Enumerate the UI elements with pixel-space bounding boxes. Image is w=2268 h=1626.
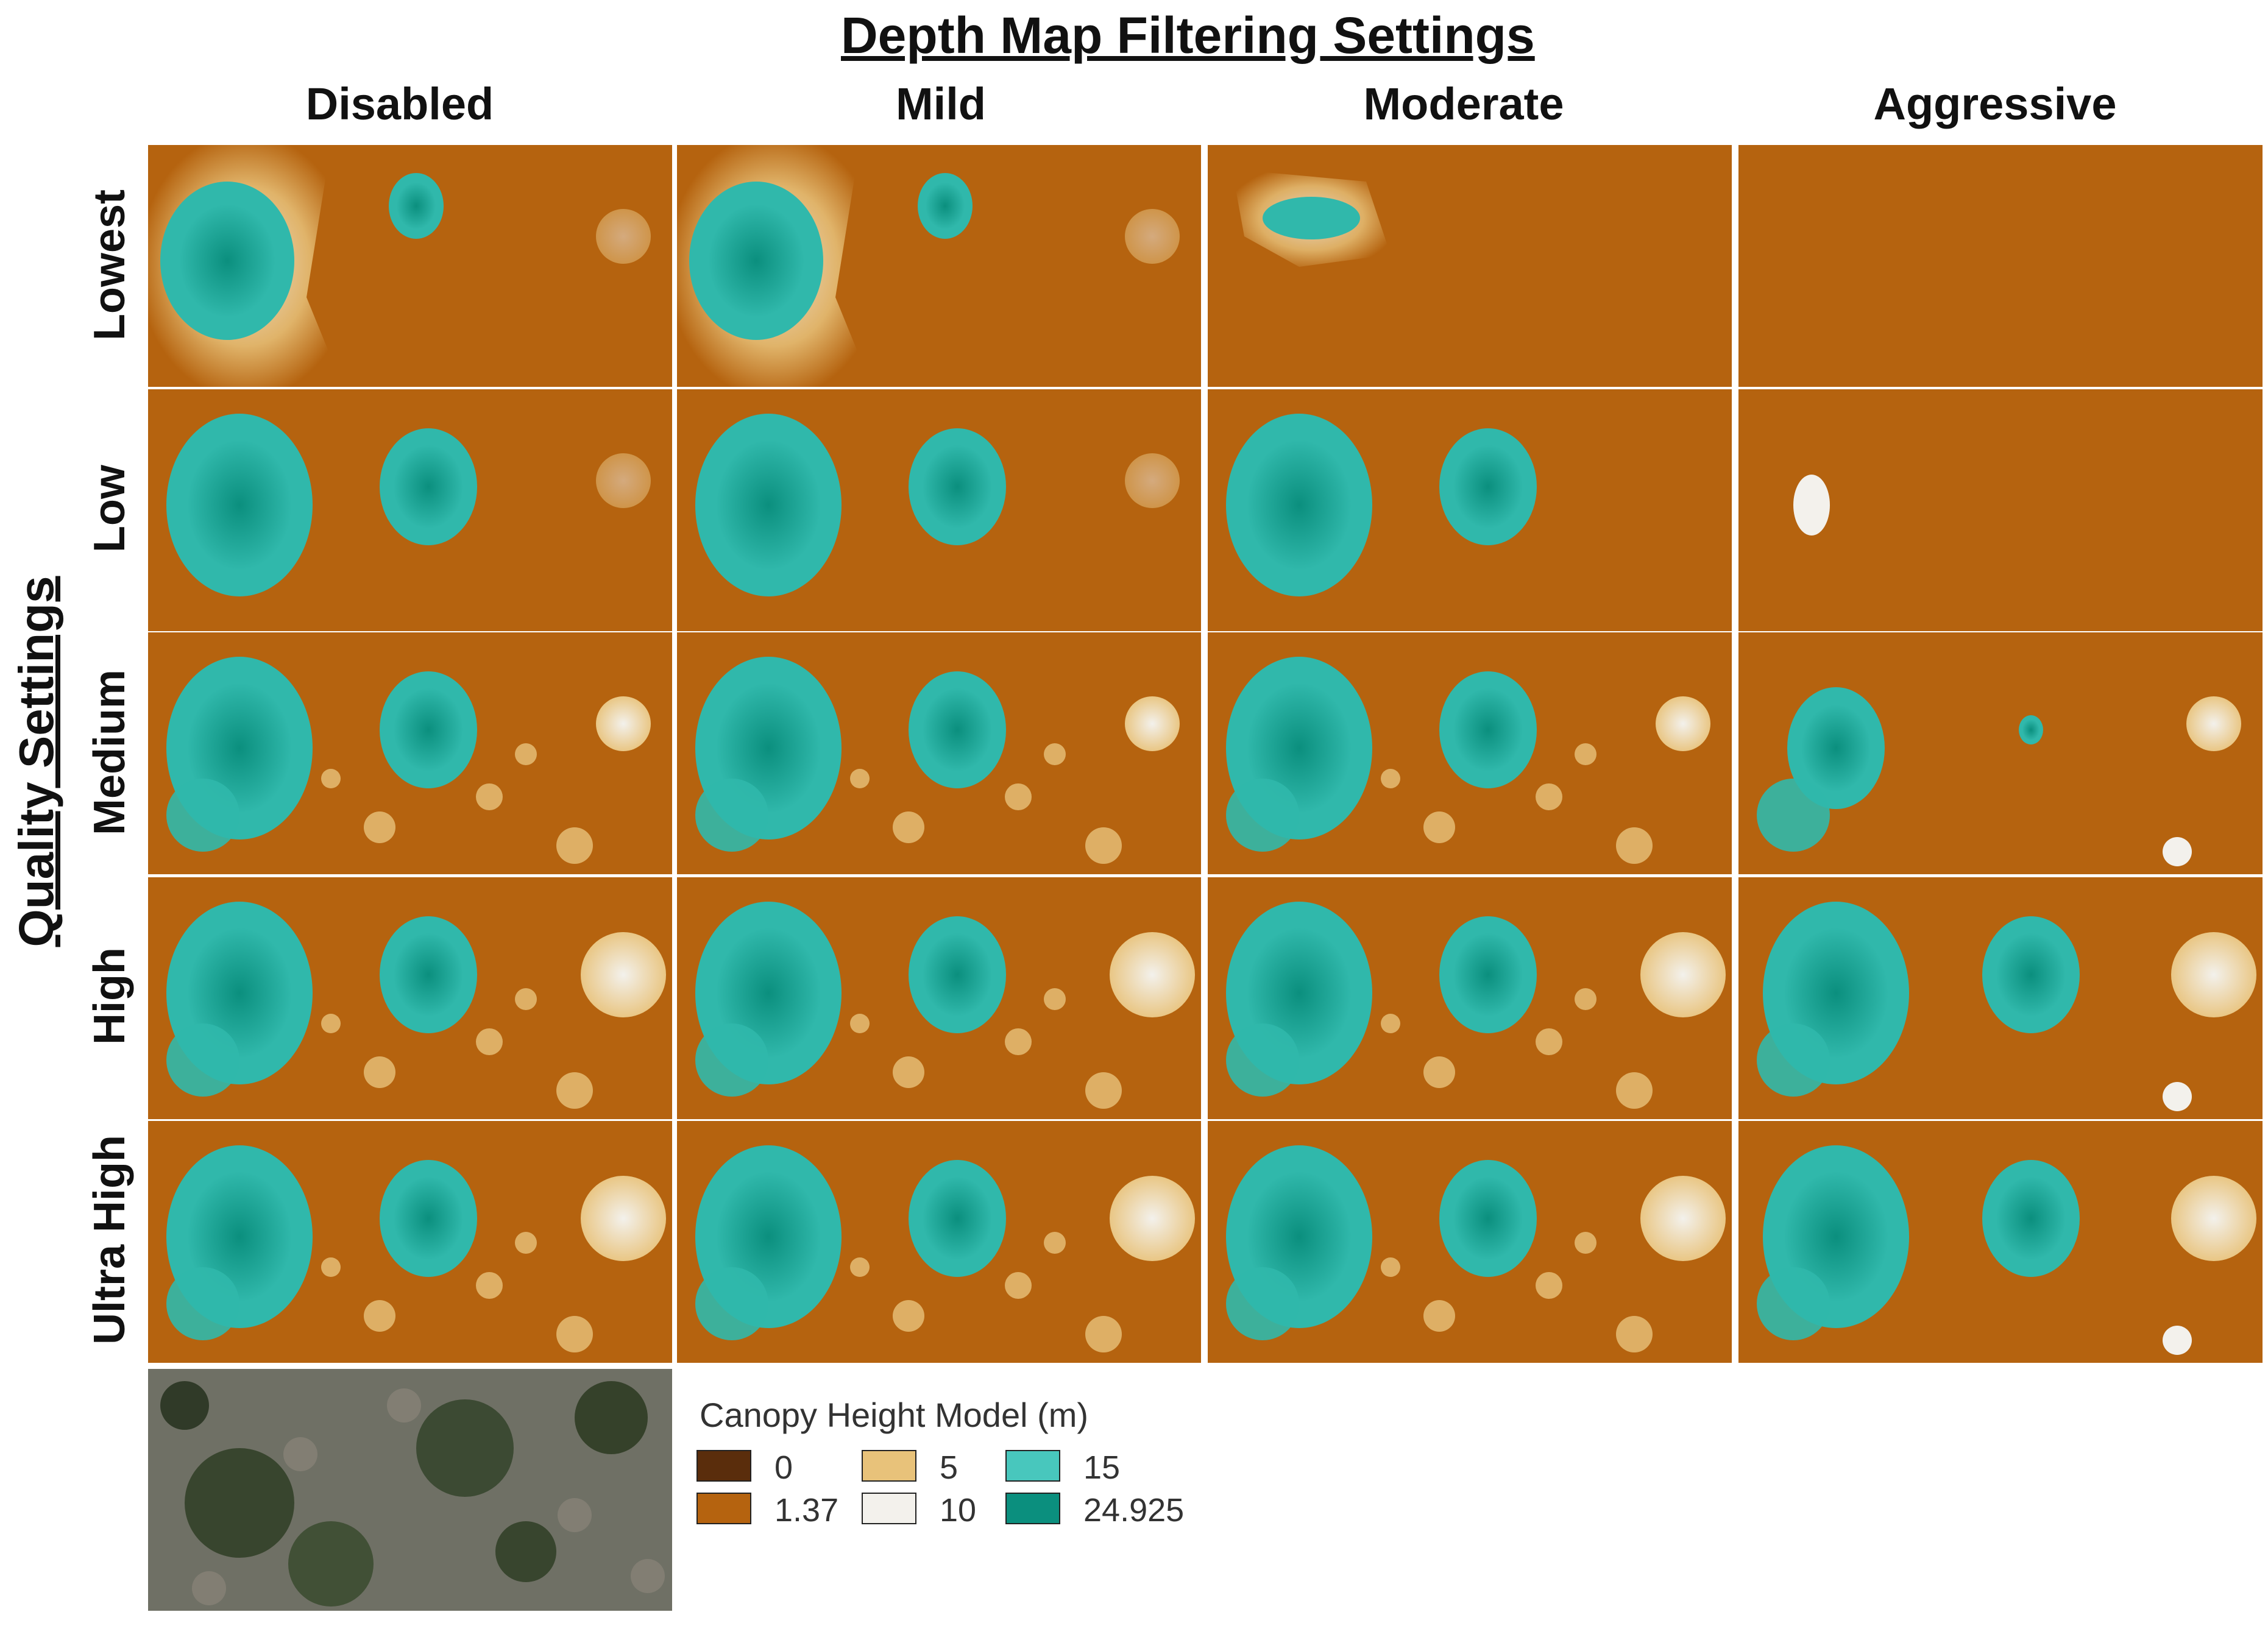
column-header-disabled: Disabled bbox=[305, 79, 494, 129]
panel-high-aggressive bbox=[1738, 877, 2263, 1119]
panel-lowest-disabled bbox=[148, 145, 672, 387]
legend-value-0: 0 bbox=[774, 1449, 793, 1486]
panel-high-moderate bbox=[1208, 877, 1732, 1119]
panel-ultra-high-disabled bbox=[148, 1121, 672, 1363]
legend-swatch-2 bbox=[862, 1450, 916, 1482]
legend-swatch-1 bbox=[696, 1493, 751, 1524]
legend-value-2: 5 bbox=[940, 1449, 959, 1486]
panel-low-aggressive bbox=[1738, 389, 2263, 631]
legend-swatch-5 bbox=[1005, 1493, 1060, 1524]
panel-ultra-high-mild bbox=[677, 1121, 1201, 1363]
panel-lowest-moderate bbox=[1208, 145, 1732, 387]
panel-lowest-mild bbox=[677, 145, 1201, 387]
column-header-mild: Mild bbox=[896, 79, 986, 129]
panel-medium-mild bbox=[677, 632, 1201, 874]
column-header-moderate: Moderate bbox=[1363, 79, 1564, 129]
panel-low-moderate bbox=[1208, 389, 1732, 631]
panel-medium-aggressive bbox=[1738, 632, 2263, 874]
panel-low-disabled bbox=[148, 389, 672, 631]
panel-ultra-high-aggressive bbox=[1738, 1121, 2263, 1363]
panel-medium-moderate bbox=[1208, 632, 1732, 874]
panel-medium-disabled bbox=[148, 632, 672, 874]
legend-swatch-0 bbox=[696, 1450, 751, 1482]
panel-ultra-high-moderate bbox=[1208, 1121, 1732, 1363]
column-header-aggressive: Aggressive bbox=[1873, 79, 2117, 129]
legend-value-4: 15 bbox=[1083, 1449, 1121, 1486]
panel-low-mild bbox=[677, 389, 1201, 631]
panel-high-mild bbox=[677, 877, 1201, 1119]
legend-value-3: 10 bbox=[940, 1492, 977, 1529]
figure-title: Depth Map Filtering Settings bbox=[841, 7, 1535, 64]
legend-swatch-3 bbox=[862, 1493, 916, 1524]
legend-value-5: 24.925 bbox=[1083, 1492, 1185, 1529]
panel-high-disabled bbox=[148, 877, 672, 1119]
legend-title: Canopy Height Model (m) bbox=[700, 1396, 1089, 1434]
legend-value-1: 1.37 bbox=[774, 1492, 839, 1529]
panel-lowest-aggressive bbox=[1738, 145, 2263, 387]
legend-swatch-4 bbox=[1005, 1450, 1060, 1482]
orthophoto-image bbox=[148, 1369, 672, 1611]
